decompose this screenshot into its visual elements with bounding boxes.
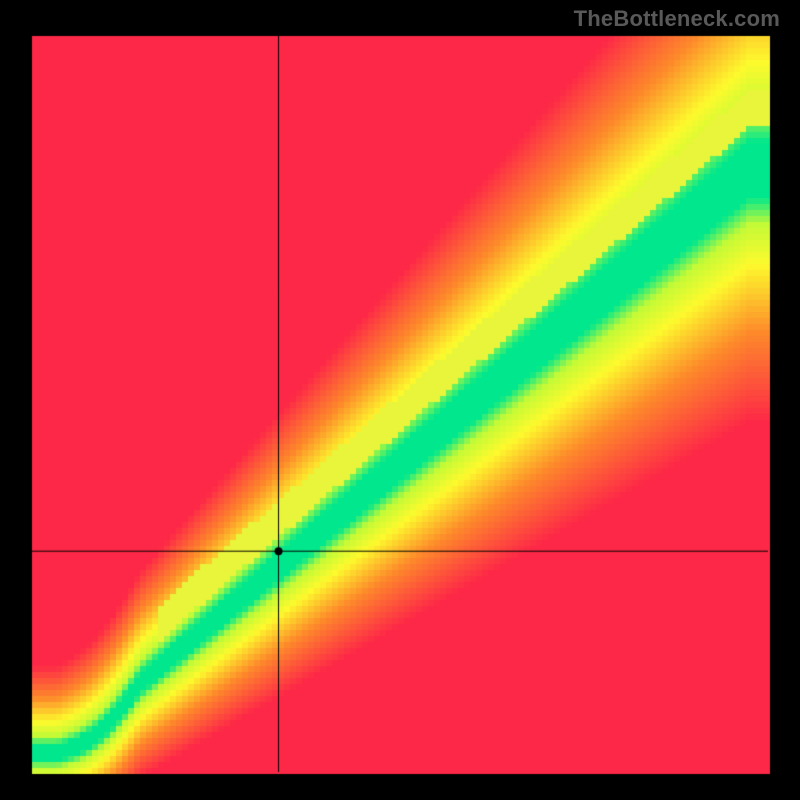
watermark-text: TheBottleneck.com bbox=[574, 6, 780, 32]
bottleneck-heatmap bbox=[0, 0, 800, 800]
